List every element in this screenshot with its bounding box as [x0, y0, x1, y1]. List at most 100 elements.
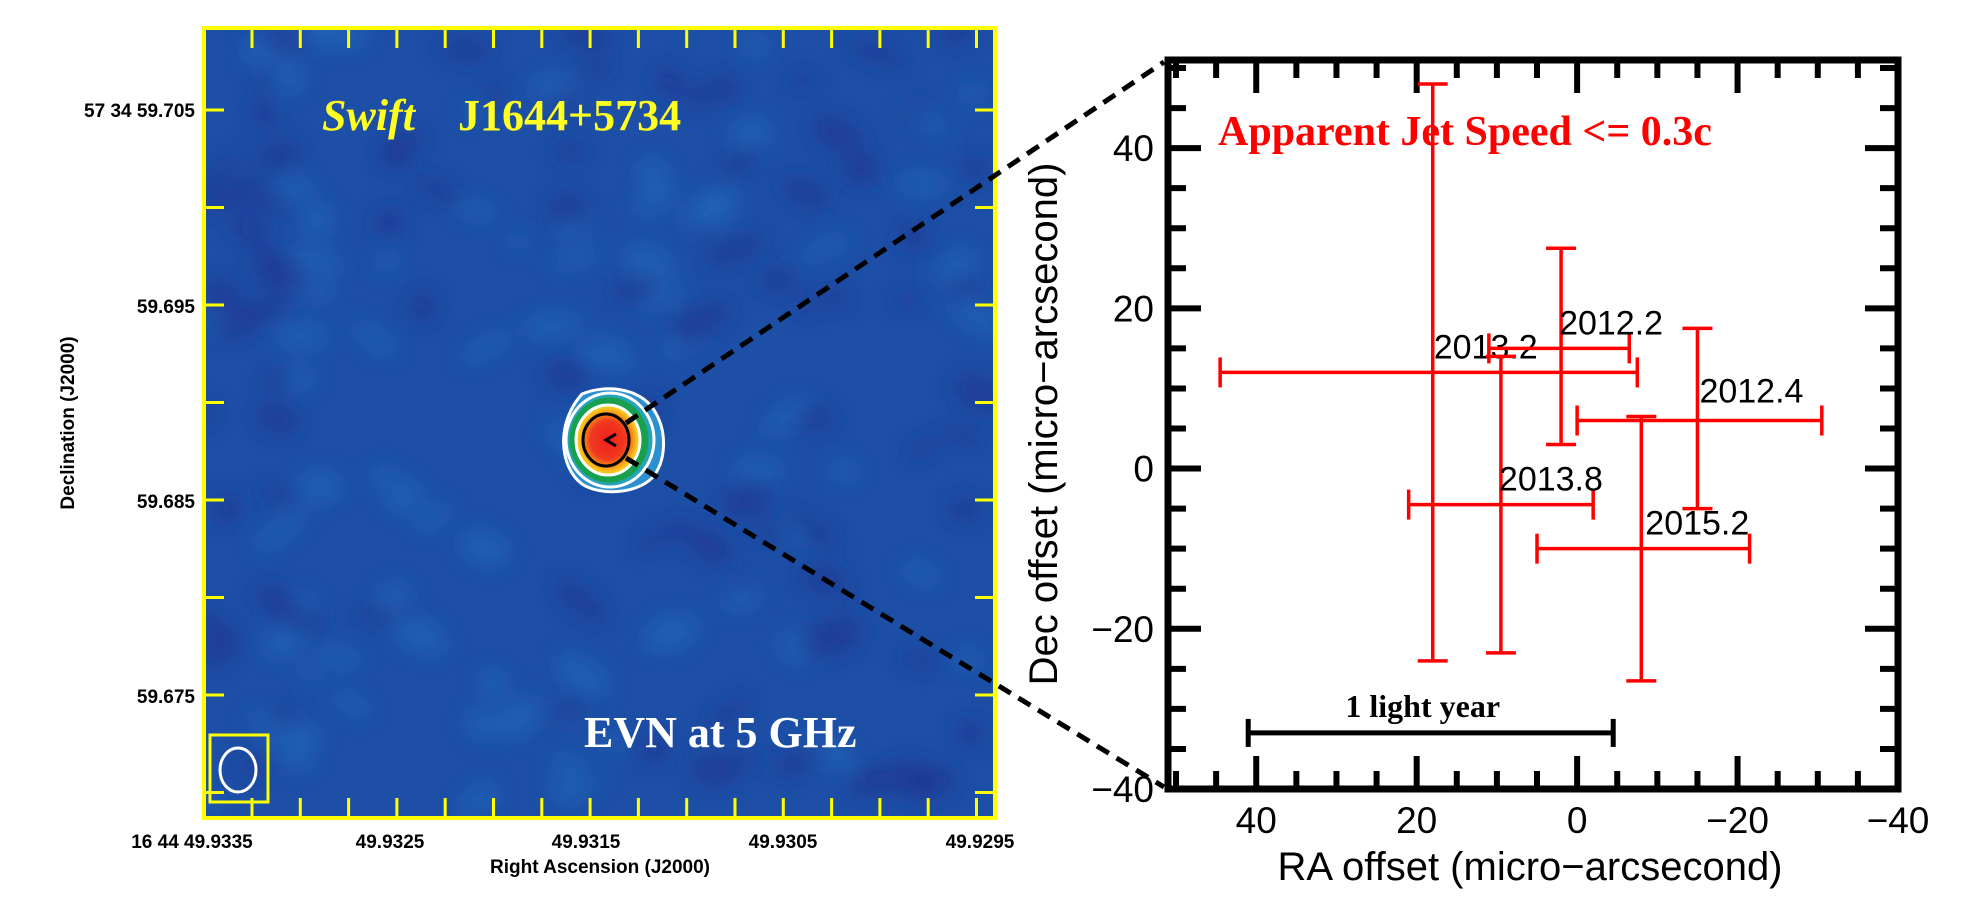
noise-blob	[951, 300, 995, 336]
y-tick-label: 0	[1133, 449, 1154, 490]
noise-blob	[408, 289, 437, 324]
noise-blob	[962, 154, 988, 183]
noise-blob	[509, 232, 529, 252]
image-ticks	[204, 28, 995, 818]
noise-blob	[210, 494, 242, 524]
noise-blob	[697, 186, 739, 223]
image-frame	[202, 26, 997, 820]
noise-blob	[796, 296, 820, 314]
x-tick-label: 20	[1396, 800, 1437, 841]
noise-blob	[384, 478, 423, 514]
noise-blob	[204, 789, 221, 813]
noise-blob	[375, 581, 412, 616]
noise-blob	[721, 145, 758, 177]
noise-blob	[352, 321, 396, 357]
noise-blob	[275, 323, 329, 349]
error-bar-point: 2012.2	[1487, 246, 1663, 447]
noise-blob	[797, 234, 854, 262]
error-bar-point: 2015.2	[1535, 414, 1752, 683]
noise-blob	[683, 526, 733, 564]
epoch-label: 2012.2	[1559, 304, 1663, 342]
error-bar-point: 2013.2	[1218, 82, 1640, 663]
noise-blob	[756, 269, 799, 293]
noise-blob	[581, 338, 634, 372]
noise-blob	[755, 522, 787, 544]
noise-blob	[239, 195, 282, 211]
noise-blob	[271, 61, 304, 95]
noise-blob	[562, 365, 589, 387]
noise-blob	[229, 214, 268, 247]
noise-blob	[389, 612, 447, 655]
noise-blob	[465, 707, 497, 740]
noise-blob	[414, 176, 461, 204]
plot-ticks	[1168, 60, 1898, 789]
noise-blob	[266, 709, 302, 728]
noise-blob	[599, 731, 621, 754]
instrument-label: EVN at 5 GHz	[584, 708, 857, 757]
noise-blob	[297, 470, 343, 504]
noise-blob	[255, 584, 308, 628]
epoch-label: 2015.2	[1645, 505, 1749, 543]
noise-blob	[761, 397, 812, 436]
noise-blob	[674, 302, 731, 340]
noise-blob	[900, 652, 941, 669]
beam-indicator	[208, 733, 270, 804]
noise-blob	[558, 28, 613, 51]
noise-blob	[906, 767, 957, 802]
radio-source	[562, 387, 666, 494]
plot-frame	[1164, 56, 1902, 793]
noise-blob	[255, 403, 300, 435]
y-axis-title: Dec offset (micro−arcsecond)	[1022, 163, 1066, 686]
noise-blob	[743, 31, 767, 59]
ra-tick-label: 49.9325	[356, 832, 425, 853]
dec-tick-label: 59.685	[137, 492, 196, 513]
noise-blob	[304, 612, 325, 632]
noise-blob	[460, 101, 486, 120]
noise-blob	[933, 248, 977, 287]
noise-blob	[374, 208, 405, 237]
beam-box	[208, 733, 270, 804]
dec-tick-label: 59.675	[137, 687, 196, 708]
noise-blob	[899, 222, 927, 252]
noise-blob	[632, 181, 677, 215]
noise-blob	[264, 369, 289, 394]
source-center-marker	[603, 432, 617, 448]
noise-blob	[556, 755, 580, 768]
y-tick-label: −40	[1091, 769, 1154, 810]
y-tick-labels: 40 20 0 −20 −40	[1091, 128, 1154, 810]
radio-image-panel: Swift J1644+5734 EVN at 5 GHz 16 44 49.9…	[58, 26, 1015, 878]
ra-tick-label: 49.9305	[749, 832, 818, 853]
noise-blob	[276, 141, 303, 165]
dec-tick-label: 59.695	[137, 297, 196, 318]
noise-blob	[554, 579, 607, 623]
noise-blob	[459, 331, 513, 363]
dec-tick-labels: 57 34 59.705 59.695 59.685 59.675	[84, 101, 195, 708]
noise-blob	[689, 753, 737, 787]
noise-blob	[439, 38, 492, 62]
noise-blob	[729, 117, 772, 150]
noise-blob	[257, 486, 300, 502]
x-tick-label: 40	[1236, 800, 1277, 841]
dec-axis-title: Declination (J2000)	[58, 336, 79, 509]
noise-blob	[333, 690, 370, 719]
noise-blob	[285, 367, 314, 390]
noise-blob	[378, 130, 425, 161]
noise-blob	[705, 234, 766, 266]
epoch-label: 2013.8	[1499, 461, 1603, 499]
noise-blob	[775, 739, 826, 777]
noise-blob	[891, 292, 922, 308]
noise-blob	[374, 251, 398, 273]
noise-blob	[258, 741, 312, 771]
scale-bar: 1 light year	[1245, 688, 1616, 747]
noise-blob	[574, 61, 616, 77]
noise-blob	[961, 82, 985, 105]
noise-blob	[299, 664, 320, 682]
ra-tick-labels: 16 44 49.9335 49.9325 49.9315 49.9305 49.929…	[131, 832, 1015, 853]
noise-blob	[955, 719, 984, 748]
noise-blob	[263, 627, 302, 660]
noise-blob	[902, 561, 939, 587]
noise-blob	[786, 511, 840, 549]
noise-blob	[895, 172, 949, 195]
noise-blob	[458, 529, 511, 566]
